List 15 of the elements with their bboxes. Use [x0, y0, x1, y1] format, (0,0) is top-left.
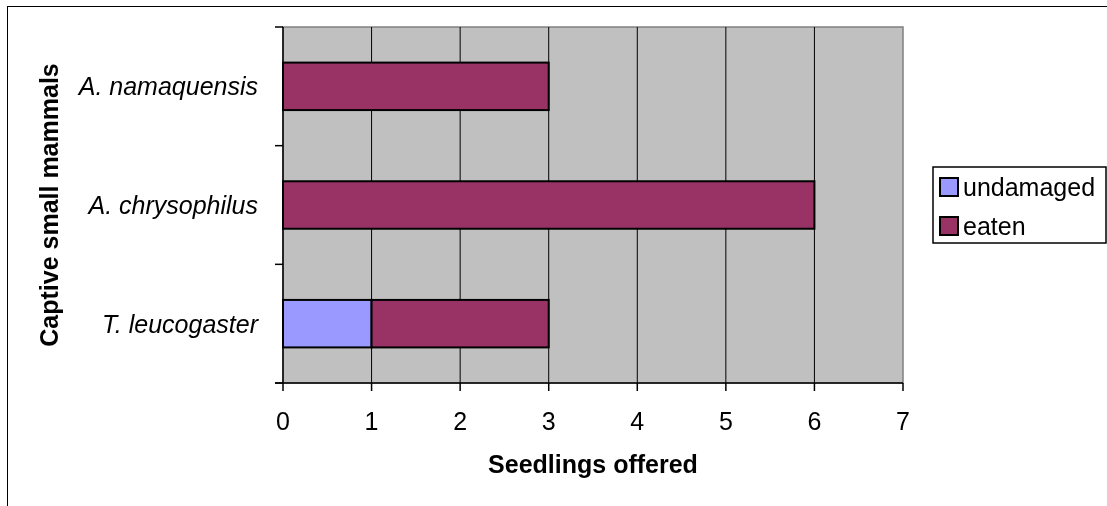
legend-label: undamaged — [963, 173, 1096, 201]
y-axis-title: Captive small mammals — [35, 63, 63, 347]
x-tick-label: 4 — [630, 407, 645, 435]
x-tick-label: 7 — [896, 407, 910, 435]
y-tick-label: A. chrysophilus — [86, 191, 258, 219]
x-tick-label: 5 — [718, 407, 733, 435]
x-tick-label: 2 — [453, 407, 468, 435]
legend-label: eaten — [963, 212, 1026, 240]
x-tick-label: 3 — [541, 407, 556, 435]
x-tick-label: 6 — [807, 407, 822, 435]
y-tick-label: T. leucogaster — [101, 309, 260, 338]
x-tick-label: 1 — [364, 407, 379, 435]
x-axis-title: Seedlings offered — [488, 450, 698, 478]
y-tick-label: A. namaquensis — [76, 72, 258, 101]
x-tick-label: 0 — [276, 407, 290, 435]
